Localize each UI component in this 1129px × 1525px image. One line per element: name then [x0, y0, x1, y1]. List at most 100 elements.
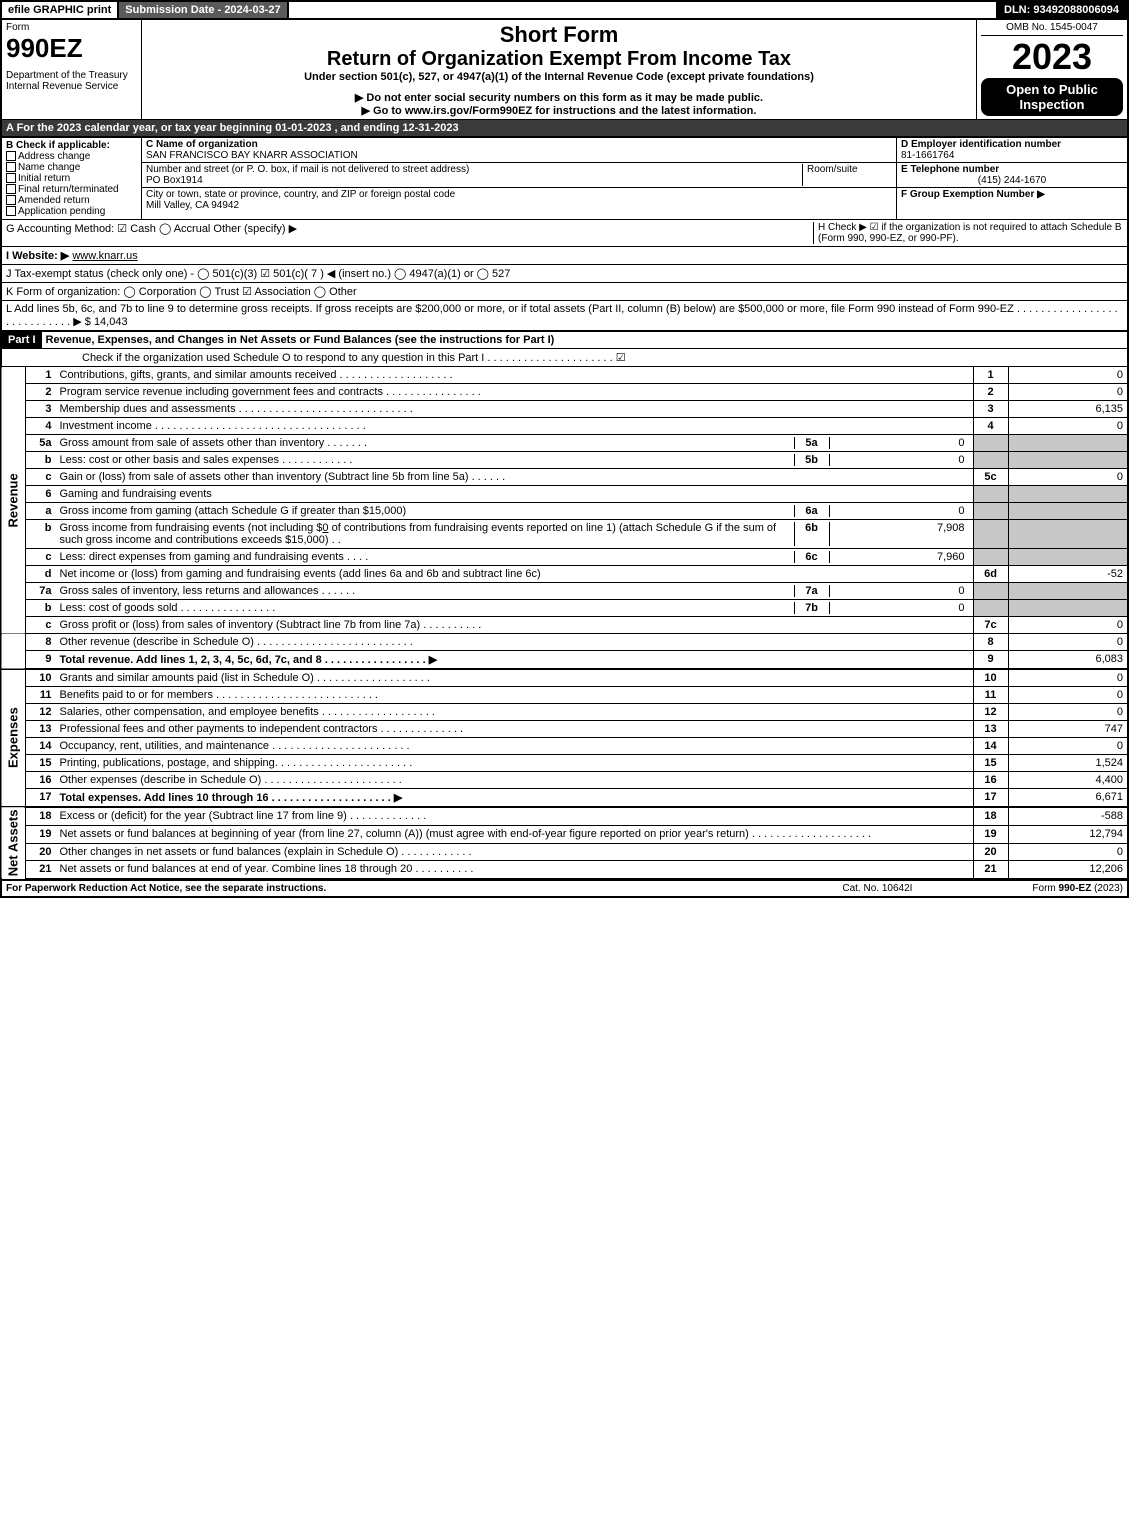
subtitle: Under section 501(c), 527, or 4947(a)(1)… — [146, 71, 972, 83]
omb-no: OMB No. 1545-0047 — [981, 22, 1123, 36]
i-website: I Website: ▶ I Website: ▶ www.knarr.usww… — [0, 247, 1129, 265]
g-accounting: G Accounting Method: ☑ Cash ◯ Accrual Ot… — [6, 222, 813, 244]
line-7a-val: 0 — [829, 585, 969, 597]
line-14-desc: Occupancy, rent, utilities, and maintena… — [56, 738, 974, 755]
line-5c-val: 0 — [1008, 469, 1128, 486]
line-5c-desc: Gain or (loss) from sale of assets other… — [56, 469, 974, 486]
submission-date: Submission Date - 2024-03-27 — [119, 2, 288, 18]
form-number: 990EZ — [6, 33, 137, 64]
line-10-val: 0 — [1008, 669, 1128, 687]
line-6-desc: Gaming and fundraising events — [56, 486, 974, 503]
line-5a-val: 0 — [829, 437, 969, 449]
line-13-desc: Professional fees and other payments to … — [56, 721, 974, 738]
line-8-val: 0 — [1008, 634, 1128, 651]
footer-right: Form 990-EZ (2023) — [1032, 883, 1123, 894]
col-b: B Check if applicable: Address change Na… — [2, 138, 142, 219]
footer: For Paperwork Reduction Act Notice, see … — [0, 880, 1129, 898]
line-6d-val: -52 — [1008, 566, 1128, 583]
line-7c-val: 0 — [1008, 617, 1128, 634]
netassets-vlabel: Net Assets — [1, 807, 26, 879]
line-6d-desc: Net income or (loss) from gaming and fun… — [56, 566, 974, 583]
line-4-desc: Investment income . . . . . . . . . . . … — [56, 418, 974, 435]
line-17-val: 6,671 — [1008, 789, 1128, 808]
part1-sched-check: Check if the organization used Schedule … — [0, 349, 1129, 367]
title-short-form: Short Form — [146, 22, 972, 48]
line-1-desc: Contributions, gifts, grants, and simila… — [56, 367, 974, 384]
line-13-val: 747 — [1008, 721, 1128, 738]
line-6b-desc: Gross income from fundraising events (no… — [60, 522, 794, 546]
line-6b-val: 7,908 — [829, 522, 969, 546]
ein: 81-1661764 — [901, 150, 954, 161]
line-19-val: 12,794 — [1008, 825, 1128, 843]
line-6a-val: 0 — [829, 505, 969, 517]
dept-treasury: Department of the Treasury — [6, 70, 137, 81]
line-21-desc: Net assets or fund balances at end of ye… — [56, 861, 974, 879]
form-word: Form — [6, 22, 137, 33]
line-a: A For the 2023 calendar year, or tax yea… — [0, 119, 1129, 138]
line-2-desc: Program service revenue including govern… — [56, 384, 974, 401]
line-5a-desc: Gross amount from sale of assets other t… — [60, 437, 794, 449]
b-label: B Check if applicable: — [6, 140, 137, 151]
chk-amended[interactable]: Amended return — [6, 195, 137, 206]
footer-mid: Cat. No. 10642I — [842, 883, 912, 894]
form-header: Form 990EZ Department of the Treasury In… — [0, 20, 1129, 119]
col-c: C Name of organization SAN FRANCISCO BAY… — [142, 138, 897, 219]
line-11-val: 0 — [1008, 687, 1128, 704]
line-12-desc: Salaries, other compensation, and employ… — [56, 704, 974, 721]
line-1-val: 0 — [1008, 367, 1128, 384]
line-15-desc: Printing, publications, postage, and shi… — [56, 755, 974, 772]
line-21-val: 12,206 — [1008, 861, 1128, 879]
line-4-val: 0 — [1008, 418, 1128, 435]
revenue-vlabel: Revenue — [1, 367, 26, 634]
top-bar: efile GRAPHIC print Submission Date - 20… — [0, 0, 1129, 20]
h-check: H Check ▶ ☑ if the organization is not r… — [813, 222, 1123, 244]
title-return: Return of Organization Exempt From Incom… — [146, 48, 972, 71]
c-name-label: C Name of organization — [146, 139, 258, 150]
line-5b-desc: Less: cost or other basis and sales expe… — [60, 454, 794, 466]
line-16-val: 4,400 — [1008, 772, 1128, 789]
line-19-desc: Net assets or fund balances at beginning… — [56, 825, 974, 843]
section-bcdef: B Check if applicable: Address change Na… — [0, 138, 1129, 220]
line-12-val: 0 — [1008, 704, 1128, 721]
col-def: D Employer identification number81-16617… — [897, 138, 1127, 219]
line-9-val: 6,083 — [1008, 651, 1128, 670]
chk-name[interactable]: Name change — [6, 162, 137, 173]
chk-address[interactable]: Address change — [6, 151, 137, 162]
part1-header: Part I Revenue, Expenses, and Changes in… — [0, 332, 1129, 349]
expenses-vlabel: Expenses — [1, 669, 26, 807]
d-label: D Employer identification number — [901, 139, 1061, 150]
chk-final[interactable]: Final return/terminated — [6, 184, 137, 195]
line-5b-val: 0 — [829, 454, 969, 466]
line-6c-desc: Less: direct expenses from gaming and fu… — [60, 551, 794, 563]
part1-badge: Part I — [2, 332, 42, 348]
line-7b-desc: Less: cost of goods sold . . . . . . . .… — [60, 602, 794, 614]
e-label: E Telephone number — [901, 164, 999, 175]
line-10-desc: Grants and similar amounts paid (list in… — [56, 669, 974, 687]
line-7b-val: 0 — [829, 602, 969, 614]
line-7a-desc: Gross sales of inventory, less returns a… — [60, 585, 794, 597]
ssn-note: ▶ Do not enter social security numbers o… — [146, 91, 972, 104]
line-11-desc: Benefits paid to or for members . . . . … — [56, 687, 974, 704]
line-15-val: 1,524 — [1008, 755, 1128, 772]
efile-label[interactable]: efile GRAPHIC print — [2, 2, 119, 18]
line-18-desc: Excess or (deficit) for the year (Subtra… — [56, 807, 974, 825]
room-suite-label: Room/suite — [802, 164, 892, 186]
line-16-desc: Other expenses (describe in Schedule O) … — [56, 772, 974, 789]
line-gh: G Accounting Method: ☑ Cash ◯ Accrual Ot… — [0, 220, 1129, 247]
org-name: SAN FRANCISCO BAY KNARR ASSOCIATION — [146, 150, 358, 161]
chk-initial[interactable]: Initial return — [6, 173, 137, 184]
line-20-val: 0 — [1008, 843, 1128, 861]
line-3-desc: Membership dues and assessments . . . . … — [56, 401, 974, 418]
c-street-label: Number and street (or P. O. box, if mail… — [146, 164, 469, 175]
org-street: PO Box1914 — [146, 175, 203, 186]
line-8-desc: Other revenue (describe in Schedule O) .… — [56, 634, 974, 651]
line-20-desc: Other changes in net assets or fund bala… — [56, 843, 974, 861]
c-city-label: City or town, state or province, country… — [146, 189, 455, 200]
chk-pending[interactable]: Application pending — [6, 206, 137, 217]
goto-note: ▶ Go to www.irs.gov/Form990EZ for instru… — [146, 104, 972, 117]
line-18-val: -588 — [1008, 807, 1128, 825]
l-text: L Add lines 5b, 6c, and 7b to line 9 to … — [6, 303, 1118, 328]
line-14-val: 0 — [1008, 738, 1128, 755]
l-gross-receipts: L Add lines 5b, 6c, and 7b to line 9 to … — [0, 301, 1129, 332]
open-public-badge: Open to Public Inspection — [981, 78, 1123, 116]
